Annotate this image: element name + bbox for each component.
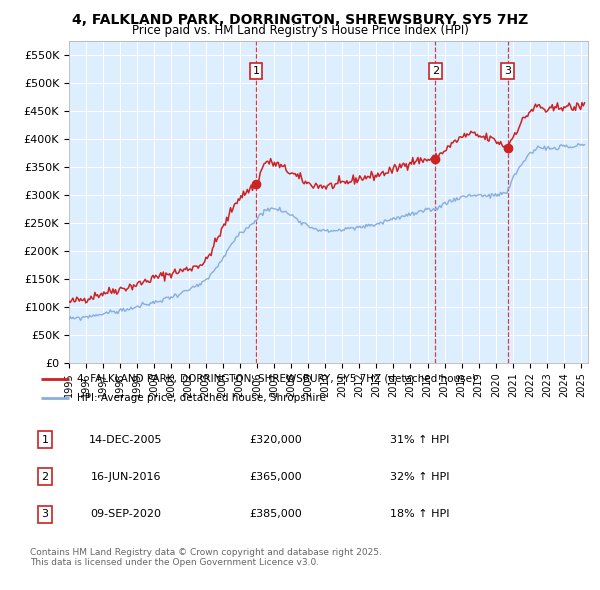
Text: Price paid vs. HM Land Registry's House Price Index (HPI): Price paid vs. HM Land Registry's House … <box>131 24 469 37</box>
Text: 4, FALKLAND PARK, DORRINGTON, SHREWSBURY, SY5 7HZ: 4, FALKLAND PARK, DORRINGTON, SHREWSBURY… <box>72 13 528 27</box>
Text: 2: 2 <box>432 66 439 76</box>
Text: 14-DEC-2005: 14-DEC-2005 <box>89 435 163 444</box>
Text: £365,000: £365,000 <box>250 472 302 481</box>
Text: 1: 1 <box>41 435 49 444</box>
Text: 18% ↑ HPI: 18% ↑ HPI <box>390 510 449 519</box>
Text: £320,000: £320,000 <box>250 435 302 444</box>
Text: £385,000: £385,000 <box>250 510 302 519</box>
Text: HPI: Average price, detached house, Shropshire: HPI: Average price, detached house, Shro… <box>77 393 326 403</box>
Text: 3: 3 <box>504 66 511 76</box>
Text: 2: 2 <box>41 472 49 481</box>
Text: 32% ↑ HPI: 32% ↑ HPI <box>390 472 449 481</box>
Text: 16-JUN-2016: 16-JUN-2016 <box>91 472 161 481</box>
Text: 1: 1 <box>253 66 259 76</box>
Text: 09-SEP-2020: 09-SEP-2020 <box>91 510 161 519</box>
Text: 31% ↑ HPI: 31% ↑ HPI <box>390 435 449 444</box>
Text: 3: 3 <box>41 510 49 519</box>
Text: Contains HM Land Registry data © Crown copyright and database right 2025.
This d: Contains HM Land Registry data © Crown c… <box>30 548 382 567</box>
Text: 4, FALKLAND PARK, DORRINGTON, SHREWSBURY, SY5 7HZ (detached house): 4, FALKLAND PARK, DORRINGTON, SHREWSBURY… <box>77 373 476 384</box>
